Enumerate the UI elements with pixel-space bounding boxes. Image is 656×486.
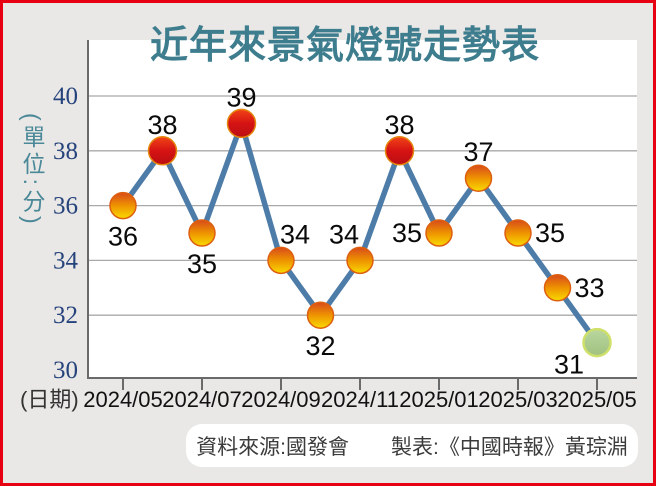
y-tick-label: 38 [53, 138, 78, 165]
plot-area [88, 40, 637, 378]
data-point-red-light [147, 136, 178, 166]
data-point-value-label: 36 [108, 222, 138, 252]
data-point-yellow-red-light [306, 301, 335, 329]
data-point-value-label: 35 [392, 218, 422, 248]
y-axis-unit-label: (單位:分) [19, 113, 45, 228]
data-point-yellow-red-light [188, 219, 216, 247]
data-point-value-label: 38 [147, 110, 177, 140]
y-tick-label: 40 [53, 83, 78, 110]
x-tick-label: 2024/09 [241, 387, 321, 412]
y-tick-label: 34 [53, 247, 79, 274]
data-point-value-label: 35 [535, 218, 565, 248]
data-point-value-label: 34 [280, 219, 310, 249]
data-point-value-label: 35 [187, 249, 217, 279]
data-point-value-label: 37 [463, 137, 493, 167]
data-point-value-label: 38 [384, 110, 414, 140]
data-point-yellow-red-light [425, 219, 453, 247]
data-point-yellow-red-light [464, 164, 493, 192]
y-tick-label: 32 [53, 302, 78, 329]
x-tick-label: 2025/05 [557, 387, 637, 412]
data-point-value-label: 39 [226, 82, 256, 112]
data-point-yellow-red-light [267, 246, 295, 275]
x-tick-label: 2025/03 [478, 387, 558, 412]
x-tick-label: 2024/11 [321, 387, 399, 412]
chart-title: 近年來景氣燈號走勢表 [149, 25, 540, 67]
data-point-yellow-red-light [504, 219, 532, 247]
x-tick-label: 2025/01 [399, 387, 479, 412]
data-point-yellow-red-light [346, 246, 374, 275]
data-point-value-label: 32 [305, 331, 335, 361]
x-axis-unit-label: (日期) [20, 387, 79, 412]
data-point-red-light [226, 108, 257, 139]
data-point-yellow-red-light [543, 274, 572, 302]
x-tick-label: 2024/07 [162, 387, 242, 412]
data-point-value-label: 34 [329, 219, 359, 249]
source-credit-text: 資料來源:國發會 製表:《中國時報》黃琮淵 [196, 435, 628, 459]
data-point-red-light [384, 136, 415, 166]
data-point-yellow-red-light [109, 191, 137, 220]
x-tick-label: 2024/05 [83, 387, 163, 412]
y-tick-label: 36 [53, 193, 78, 220]
data-point-value-label: 33 [575, 273, 605, 303]
source-credit-box: 資料來源:國發會 製表:《中國時報》黃琮淵 [186, 424, 638, 467]
data-point-value-label: 31 [554, 350, 584, 380]
data-point-green-light [582, 327, 612, 358]
y-tick-label: 30 [53, 357, 78, 384]
